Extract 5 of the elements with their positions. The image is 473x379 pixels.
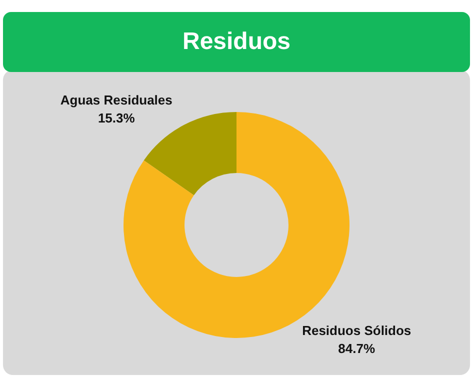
data-label: 15.3% (98, 110, 136, 126)
slice-label: Aguas Residuales (60, 92, 172, 108)
data-label: 84.7% (338, 340, 376, 356)
slice-label: Residuos Sólidos (302, 322, 412, 338)
chart-title: Residuos (3, 12, 470, 72)
